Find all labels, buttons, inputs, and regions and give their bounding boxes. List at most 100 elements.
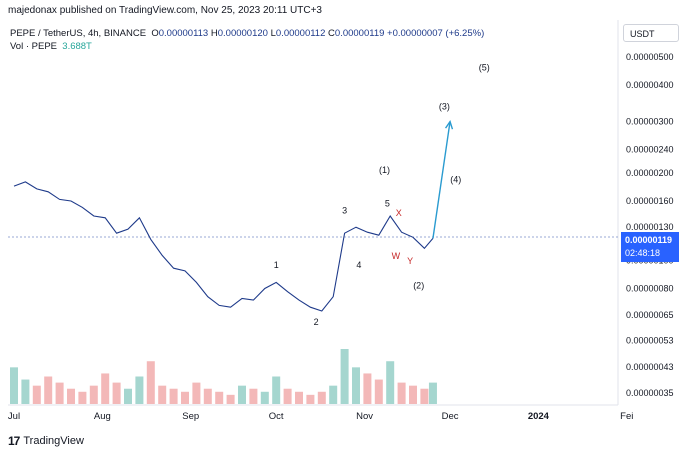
price-tick-label: 0.00000035 [626,388,674,398]
volume-bar [146,361,155,404]
volume-bar [374,379,383,404]
volume-bar [181,391,189,404]
wave-label: 1 [274,260,279,270]
projection-line [432,121,451,239]
volume-bar [260,391,269,404]
wave-label: (5) [479,62,490,72]
price-tick-label: 0.00000400 [626,80,674,90]
wave-label: 5 [385,199,390,209]
close-value: 0.00000119 [334,28,385,39]
price-tick-label: 0.00000160 [626,196,674,206]
volume-bar [397,382,406,404]
publisher-line: majedonax published on TradingView.com, … [8,5,322,16]
volume-bar [340,349,349,404]
price-tick-label: 0.00000500 [626,52,674,62]
current-price-tag: 0.00000119 02:48:18 [621,232,679,262]
volume-bar [226,394,235,404]
volume-bar [317,391,326,404]
price-tick-label: 0.00000130 [626,222,674,232]
wave-annotations: 1 2 3 4 5 (1) (2) (3) (4) (5) X WY [274,62,490,327]
volume-bar [272,376,281,404]
volume-bar [249,388,258,404]
volume-bar [352,367,360,404]
change-value: +0.00000007 (+6.25%) [387,28,485,39]
volume-bar [169,388,178,404]
wave-label: (2) [413,281,424,291]
time-tick-label: Jul [8,411,20,422]
wave-label: (4) [450,175,461,185]
volume-bar [67,388,75,404]
volume-bar [306,394,315,404]
volume-bar [192,382,201,404]
wave-label: X [396,208,402,218]
projection-arrowhead [444,119,454,130]
time-tick-label: Oct [269,411,284,422]
tradingview-footer[interactable]: 17 TradingView [8,434,84,448]
low-label: L [270,28,276,39]
current-price-value: 0.00000119 [625,235,673,245]
price-tick-label: 0.00000200 [626,168,674,178]
time-tick-label: Sep [182,411,199,422]
volume-bar [124,388,132,404]
volume-bar [203,388,212,404]
volume-bar [386,361,395,404]
wave-label: Y [407,256,413,266]
volume-bar [21,379,30,404]
close-label: C [328,28,335,39]
volume-bar [10,367,18,404]
tradingview-logo-icon: 17 [8,434,20,448]
time-tick-label: 2024 [528,411,550,422]
price-tick-label: 0.00000053 [626,336,674,346]
time-axis-ticks: Jul Aug Sep Oct Nov Dec 2024 Fei [8,411,633,422]
volume-bar [135,376,144,404]
volume-bar [238,385,246,404]
volume-label[interactable]: Vol · PEPE [10,41,57,52]
footer-brand: TradingView [23,435,84,447]
volume-legend: Vol · PEPE 3.688T [10,41,92,52]
volume-bar [428,382,437,404]
volume-bar [215,391,224,404]
volume-bar [44,376,53,404]
volume-bar [78,391,87,404]
projection-arrow [432,119,454,239]
volume-bar [158,385,167,404]
time-tick-label: Fei [620,411,633,422]
open-label: O [151,28,159,39]
wave-label: 4 [356,260,361,270]
symbol-name[interactable]: PEPE / TetherUS, 4h, BINANCE [10,28,147,39]
volume-bar [89,385,98,404]
volume-bar [295,391,303,404]
volume-bar [55,382,64,404]
wave-label: (3) [439,102,450,112]
volume-bar [409,385,417,404]
volume-value: 3.688T [62,41,92,52]
wave-label: (1) [379,165,390,175]
quote-currency-button[interactable]: USDT [623,24,679,42]
time-tick-label: Nov [356,411,373,422]
time-tick-label: Dec [442,411,459,422]
high-label: H [210,28,218,39]
wave-label: 3 [342,205,347,215]
price-tick-label: 0.00000043 [626,362,674,372]
price-series-line [13,181,434,312]
price-tick-label: 0.00000080 [626,284,674,294]
volume-bar [329,385,338,404]
symbol-legend: PEPE / TetherUS, 4h, BINANCE O0.00000113… [10,28,484,39]
volume-bar [101,373,110,404]
volume-bar [32,385,41,404]
price-tick-label: 0.00000240 [626,145,674,155]
low-value: 0.00000112 [275,28,326,39]
volume-bar [112,382,121,404]
wave-label: W [392,251,401,261]
volume-bar [283,388,292,404]
volume-bar [363,373,372,404]
open-value: 0.00000113 [158,28,209,39]
price-axis-ticks: 0.00000500 0.00000400 0.00000300 0.00000240… [626,52,674,398]
candle-countdown: 02:48:18 [625,248,661,258]
price-tick-label: 0.00000065 [626,310,674,320]
time-tick-label: Aug [94,411,111,422]
wave-label: 2 [314,317,319,327]
high-value: 0.00000120 [217,28,268,39]
price-tick-label: 0.00000300 [626,117,674,127]
